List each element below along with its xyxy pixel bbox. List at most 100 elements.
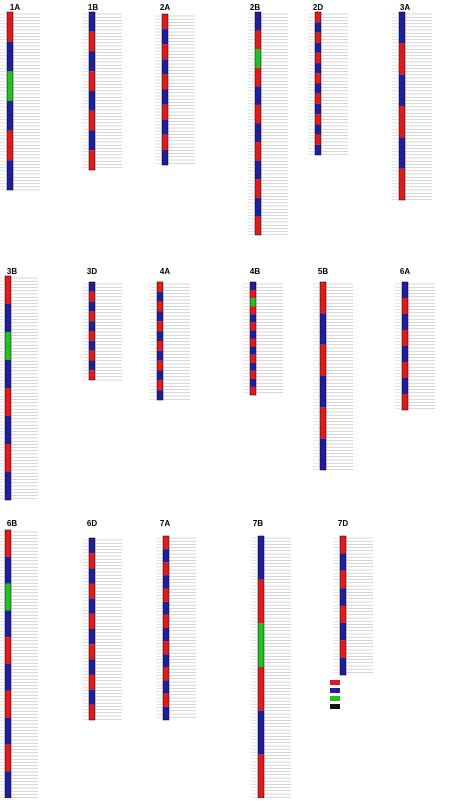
chromosome-segment — [315, 52, 321, 64]
chromosome-label: 2D — [313, 3, 323, 12]
chromosome-segment — [89, 704, 95, 720]
chromosome-segment — [89, 51, 95, 72]
chromosome-label: 4A — [160, 267, 170, 276]
chromosome-segment — [402, 314, 408, 330]
chromosome-segment — [5, 744, 11, 772]
chromosome-segment — [5, 416, 11, 444]
chromosome-segment — [258, 710, 264, 755]
chromosome-segment — [320, 407, 326, 439]
chromosome-segment — [157, 311, 163, 322]
chromosome-outline — [254, 11, 262, 236]
chromosome-label: 7D — [338, 519, 348, 528]
chromosome-segment — [157, 360, 163, 371]
chromosome-segment — [255, 12, 261, 31]
chromosome-segment — [163, 549, 169, 563]
chromosome-segment — [402, 330, 408, 346]
chromosome-segment — [399, 168, 405, 200]
chromosome-segment — [157, 282, 163, 292]
chromosome-segment — [89, 538, 95, 554]
chromosome-segment — [258, 667, 264, 711]
chromosome-segment — [89, 110, 95, 131]
chromosome-segment — [157, 370, 163, 381]
chromosome-label: 6D — [87, 519, 97, 528]
chromosome-label: 4B — [250, 267, 260, 276]
chromosome-segment — [315, 144, 321, 155]
chromosome-segment — [5, 664, 11, 691]
chromosome-outline — [401, 281, 409, 411]
chromosome-segment — [402, 282, 408, 298]
chromosome-segment — [320, 376, 326, 408]
chromosome-segment — [402, 378, 408, 394]
chromosome-segment — [250, 338, 256, 347]
chromosome-segment — [89, 12, 95, 32]
legend — [330, 680, 340, 709]
chromosome-label: 7A — [160, 519, 170, 528]
chromosome-segment — [163, 536, 169, 550]
chromosome-segment — [5, 556, 11, 584]
chromosome-segment — [157, 291, 163, 302]
chromosome-segment — [89, 659, 95, 675]
chromosome-segment — [89, 613, 95, 629]
chromosome-segment — [255, 49, 261, 68]
chromosome-segment — [250, 314, 256, 323]
legend-swatch — [330, 688, 340, 693]
chromosome-segment — [7, 160, 13, 190]
chromosome-segment — [89, 644, 95, 660]
chromosome-outline — [319, 281, 327, 471]
chromosome-segment — [402, 346, 408, 362]
chromosome-segment — [162, 119, 168, 135]
chromosome-segment — [89, 301, 95, 312]
chromosome-segment — [162, 59, 168, 75]
chromosome-segment — [402, 362, 408, 378]
chromosome-segment — [89, 291, 95, 302]
chromosome-segment — [7, 41, 13, 72]
chromosome-segment — [315, 93, 321, 104]
chromosome-segment — [258, 623, 264, 667]
chromosome-segment — [162, 89, 168, 105]
chromosome-segment — [157, 390, 163, 400]
chromosome-segment — [89, 598, 95, 614]
chromosome-segment — [162, 29, 168, 45]
chromosome-label: 3D — [87, 267, 97, 276]
chromosome-label: 2B — [250, 3, 260, 12]
chromosome-segment — [255, 86, 261, 105]
chromosome-segment — [163, 575, 169, 589]
chromosome-segment — [163, 641, 169, 655]
chromosome-segment — [340, 622, 346, 641]
chromosome-segment — [315, 73, 321, 84]
chromosome-segment — [163, 693, 169, 707]
chromosome-segment — [255, 216, 261, 235]
chromosome-segment — [5, 304, 11, 332]
chromosome-segment — [250, 346, 256, 355]
chromosome-segment — [5, 332, 11, 360]
chromosome-segment — [250, 354, 256, 363]
chromosome-segment — [157, 380, 163, 391]
chromosome-outline — [4, 275, 12, 501]
chromosome-label: 3A — [400, 3, 410, 12]
chromosome-segment — [315, 22, 321, 33]
chromosome-segment — [162, 44, 168, 60]
chromosome-segment — [89, 568, 95, 584]
chromosome-segment — [7, 12, 13, 42]
chromosome-label: 3B — [7, 267, 17, 276]
chromosome-segment — [315, 42, 321, 53]
chromosome-segment — [5, 388, 11, 416]
chromosome-segment — [315, 124, 321, 135]
chromosome-segment — [5, 472, 11, 500]
chromosome-segment — [89, 321, 95, 331]
chromosome-segment — [250, 298, 256, 307]
chromosome-segment — [320, 438, 326, 470]
chromosome-label: 2A — [160, 3, 170, 12]
chromosome-label: 1B — [88, 3, 98, 12]
chromosome-outline — [88, 537, 96, 721]
chromosome-outline — [398, 11, 406, 201]
chromosome-segment — [340, 605, 346, 623]
chromosome-segment — [315, 103, 321, 115]
chromosome-segment — [255, 104, 261, 124]
chromosome-segment — [163, 614, 169, 628]
chromosome-segment — [157, 341, 163, 351]
chromosome-segment — [340, 553, 346, 571]
chromosome-segment — [399, 12, 405, 44]
chromosome-segment — [89, 282, 95, 292]
